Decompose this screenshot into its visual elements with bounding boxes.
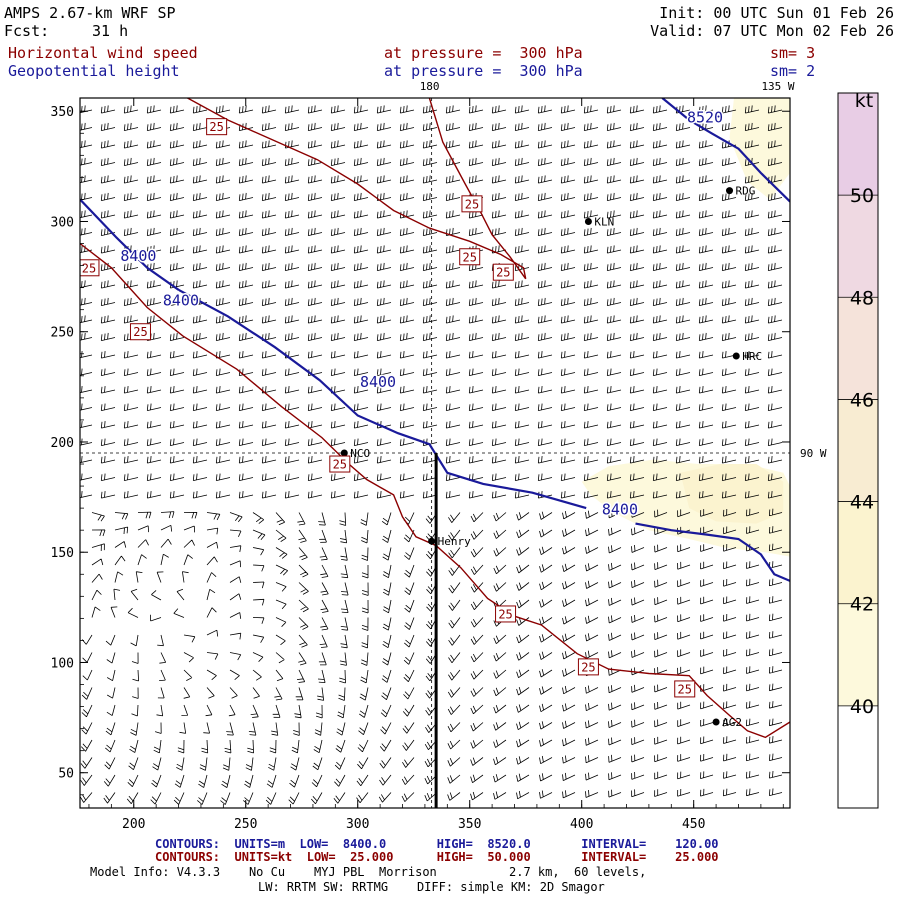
speed-label-box [461, 195, 483, 213]
model-info-line2: LW: RRTM SW: RRTMG DIFF: simple KM: 2D S… [258, 880, 605, 894]
colorbar-base [838, 705, 878, 808]
forecast-hour-value: 31 h [92, 22, 129, 40]
speed-label-box [129, 323, 151, 341]
station-marker [340, 449, 348, 457]
speed-label-box [80, 259, 100, 277]
field2-name: Geopotential height [8, 62, 180, 80]
field1-smoothing: sm= 3 [770, 44, 816, 62]
speed-contour-info: CONTOURS: UNITS=kt LOW= 25.000 HIGH= 50.… [155, 850, 719, 864]
speed-label-box [206, 118, 228, 136]
colorbar-label: 48 [850, 287, 874, 309]
speed-label-box [459, 248, 481, 266]
station-label: NCO [350, 447, 370, 460]
speed-contour-label: 25 [333, 458, 347, 472]
plot-frame [79, 97, 791, 809]
station-label: AG2 [722, 716, 742, 729]
colorbar-band [838, 195, 878, 298]
x-tick-label: 250 [234, 817, 257, 832]
colorbar-band [838, 399, 878, 502]
speed-label-box [492, 263, 514, 281]
y-tick-label: 200 [51, 436, 74, 451]
speed-contour-label: 25 [496, 266, 510, 280]
height-contour-line [661, 98, 790, 203]
y-tick-label: 150 [51, 546, 74, 561]
meridian-180-label: 180 [420, 80, 440, 93]
station-label: KLN [594, 215, 614, 228]
field2-level: at pressure = 300 hPa [384, 62, 583, 80]
colorbar-label: 50 [850, 185, 874, 207]
height-contour-info: CONTOURS: UNITS=m LOW= 8400.0 HIGH= 8520… [155, 837, 719, 851]
speed-contour-label: 25 [133, 325, 147, 339]
field1-level: at pressure = 300 hPa [384, 44, 583, 62]
speed-contour-label: 25 [82, 261, 96, 275]
colorbar-label: 44 [850, 492, 874, 514]
plot-layer: RDG KLN HRC NCO Henry AG2 8400 8400 8400 8400 8520… [80, 98, 790, 808]
speed-contour-label: 25 [581, 660, 595, 674]
wind-barbs [80, 105, 783, 805]
height-contour-label: 8400 [120, 247, 156, 265]
colorbar-band [838, 603, 878, 706]
colorbar-label: 42 [850, 594, 874, 616]
height-contour-label: 8400 [163, 291, 199, 309]
meridian-135w-label: 135 W [761, 80, 794, 93]
y-tick-label: 50 [58, 767, 74, 782]
speed-contour-line [80, 242, 790, 739]
x-tick-label: 200 [122, 817, 145, 832]
forecast-hour-label: Fcst: [4, 22, 50, 40]
station-label: HRC [742, 350, 762, 363]
colorbar-unit: kt [855, 90, 873, 112]
colorbar-band [838, 297, 878, 400]
station-marker [732, 352, 740, 360]
station-label: RDG [736, 185, 756, 198]
speed-label-box [495, 605, 517, 623]
y-tick-label: 100 [51, 656, 74, 671]
valid-time: Valid: 07 UTC Mon 02 Feb 26 [650, 22, 894, 40]
model-title: AMPS 2.67-km WRF SP [4, 4, 176, 22]
x-tick-label: 400 [570, 817, 593, 832]
station-marker [712, 718, 720, 726]
height-contour-line [80, 198, 587, 510]
x-tick-label: 450 [682, 817, 705, 832]
height-contour-label: 8520 [687, 108, 723, 126]
station-marker [584, 217, 592, 225]
colorbar-band [838, 93, 878, 196]
speed-contour-label: 25 [465, 197, 479, 211]
colorbar-label: 40 [850, 696, 874, 718]
speed-contour-label: 25 [209, 120, 223, 134]
height-contour-line [635, 522, 790, 582]
station-label: Henry [438, 535, 471, 548]
init-time: Init: 00 UTC Sun 01 Feb 26 [659, 4, 894, 22]
speed-contour-label: 25 [678, 682, 692, 696]
colorbar-frame [837, 92, 879, 809]
model-info-line1: Model Info: V4.3.3 No Cu MYJ PBL Morriso… [90, 865, 647, 879]
colorbar-band [838, 501, 878, 604]
speed-label-box [577, 658, 599, 676]
y-tick-label: 300 [51, 215, 74, 230]
meridian-90w-label: 90 W [800, 447, 827, 460]
y-tick-label: 350 [51, 105, 74, 120]
speed-contour-label: 25 [498, 607, 512, 621]
speed-label-box [329, 455, 351, 473]
field2-smoothing: sm= 2 [770, 62, 816, 80]
field1-name: Horizontal wind speed [8, 44, 198, 62]
x-tick-label: 300 [346, 817, 369, 832]
station-marker [428, 537, 436, 545]
height-contour-label: 8400 [360, 373, 396, 391]
speed-contour-label: 25 [462, 250, 476, 264]
height-contour-label: 8400 [602, 501, 638, 519]
colorbar-label: 46 [850, 389, 874, 411]
x-tick-label: 350 [458, 817, 481, 832]
speed-label-box [674, 680, 696, 698]
station-marker [726, 187, 734, 195]
y-tick-label: 250 [51, 326, 74, 341]
